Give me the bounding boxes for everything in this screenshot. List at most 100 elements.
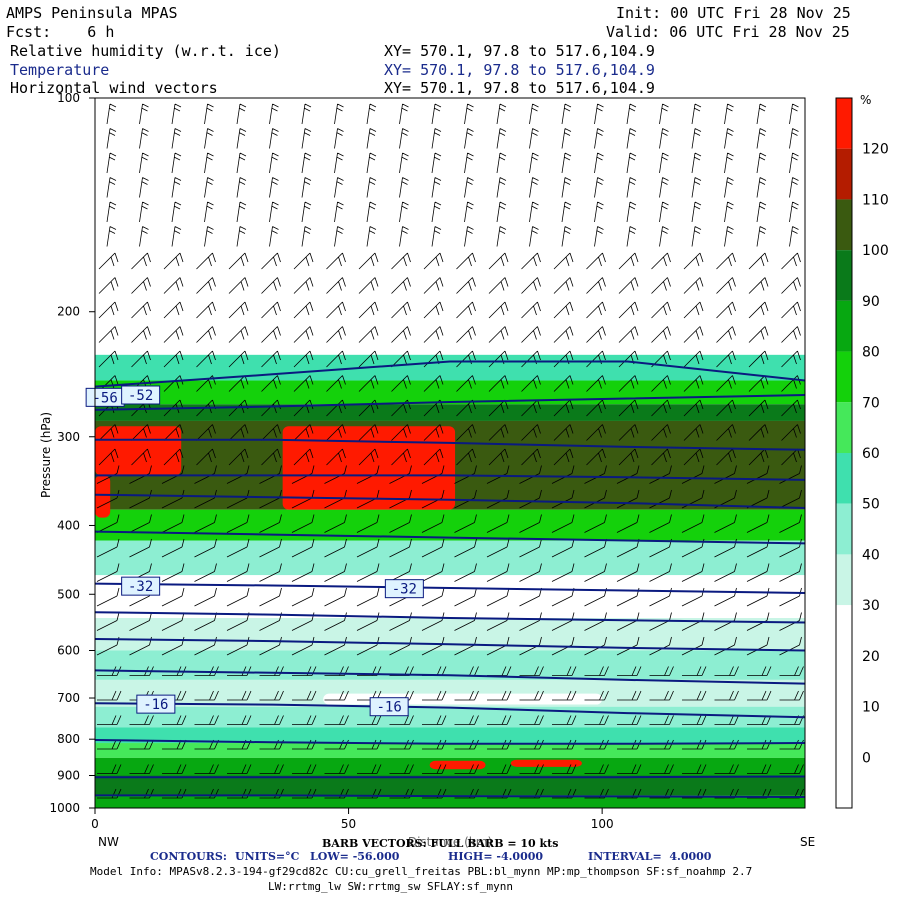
colorbar-tick-label: 30 [862,598,880,614]
colorbar-tick-label: 110 [862,192,889,208]
contour-label-box [369,697,409,717]
temperature-contour [94,493,806,509]
temperature-contour [94,530,806,545]
contour-label-text: -32 [392,582,417,598]
temperature-contour [94,611,806,624]
rh-band [95,743,805,758]
temperature-contour [95,474,806,481]
contour-labels: -56 -52 -32 -32 -16 -16 [85,385,424,717]
contour-label-text: -16 [376,700,401,716]
contour-note-low: LOW= -56.000 [310,850,400,863]
colorbar-tick-label: 50 [862,497,880,513]
valid-time: Valid: 06 UTC Fri 28 Nov 25 [606,23,850,41]
field-xy-temperature: XY= 570.1, 97.8 to 517.6,104.9 [384,61,655,79]
contour-label-text: -56 [92,390,117,406]
rh-patch [95,475,111,518]
temperature-contour [94,739,806,745]
plot-title: AMPS Peninsula MPAS [6,4,178,22]
contour-label-text: -32 [128,579,153,595]
rh-patch [282,426,456,510]
colorbar-tick-label: 40 [862,547,880,563]
y-tick-label: 200 [57,305,80,319]
barb-set [96,103,804,799]
field-xy-rh: XY= 570.1, 97.8 to 517.6,104.9 [384,42,655,60]
contour-note-high: HIGH= -4.0000 [448,850,544,863]
colorbar-tick-label: 120 [862,142,889,158]
barb-note: BARB VECTORS: FULL BARB = 10 kts [322,837,559,850]
colorbar-segment [836,453,852,504]
colorbar-segment [836,199,852,251]
y-tick-label: 700 [57,691,80,705]
rh-band [95,380,805,405]
y-axis-label: Pressure (hPa) [39,412,53,498]
axes: 100 200 300 400 500 600 700 800 900 1000 0 50 100 [49,91,613,831]
y-tick-label: 100 [57,91,80,105]
rh-band [95,509,805,541]
rh-band [95,404,805,421]
contour-note-interval: INTERVAL= 4.0000 [588,850,712,863]
temperature-contour [95,438,806,451]
contour-label-box [121,576,161,596]
contour-label-text: -52 [128,388,153,404]
rh-shading [95,98,805,808]
y-tick-label: 800 [57,732,80,746]
x-tick-label: 100 [591,817,614,831]
wind-barbs [96,103,804,799]
y-tick-label: 1000 [49,801,80,815]
x-tick-label: 50 [341,817,356,831]
colorbar-tick-label: 10 [862,700,880,716]
x-axis-label: Distance (km) [408,835,492,849]
y-tick-label: 400 [57,518,80,532]
plot-frame [94,97,806,809]
field-label-rh: Relative humidity (w.r.t. ice) [10,42,281,60]
rh-patch [196,591,577,613]
x-tick-label: 0 [91,817,99,831]
colorbar-tick-label: 80 [862,345,880,361]
contour-note-units: UNITS=°C [235,850,300,863]
rh-patch [429,760,486,770]
colorbar-segment [836,706,852,758]
colorbar-segment [836,554,852,606]
contour-label-box [384,579,424,599]
colorbar-tick-label: 70 [862,395,880,411]
temperature-contour [94,360,806,388]
colorbar-frame [835,97,853,809]
temperature-contour [94,638,806,652]
field-xy-wind: XY= 570.1, 97.8 to 517.6,104.9 [384,79,655,97]
contour-label-box [136,694,176,714]
colorbar-tick-label: 60 [862,446,880,462]
colorbar-tick-label: 0 [862,750,871,766]
nw-label: NW [98,835,119,849]
y-tick-label: 300 [57,430,80,444]
colorbar-unit: % [860,93,871,107]
field-label-wind: Horizontal wind vectors [10,79,218,97]
rh-band [95,706,805,728]
rh-band [95,540,805,576]
contour-label-text: -16 [143,697,168,713]
model-info-line-2: LW:rrtmg_lw SW:rrtmg_sw SFLAY:sf_mynn [268,880,514,893]
temperature-contour [95,775,806,779]
colorbar-segment [836,351,852,403]
se-label: SE [800,835,815,849]
field-label-temperature: Temperature [10,61,110,79]
colorbar-segment [836,250,852,301]
temperature-contours [94,360,806,798]
colorbar-tick-label: 90 [862,294,880,310]
colorbar-segment [836,605,852,656]
colorbar-segment [836,148,852,200]
rh-band [95,727,805,744]
rh-patch [323,693,603,705]
temperature-contour [94,582,806,594]
temperature-contour [95,794,806,798]
temperature-contour [94,394,806,411]
colorbar-segment [836,98,852,149]
colorbar-segment [836,300,852,352]
colorbar-tick-label: 100 [862,243,889,259]
contour-label-box [121,385,161,405]
colorbar-tick-label: 20 [862,649,880,665]
forecast-hour: Fcst: 6 h [6,23,115,41]
rh-band [95,795,805,808]
rh-band [95,617,805,651]
